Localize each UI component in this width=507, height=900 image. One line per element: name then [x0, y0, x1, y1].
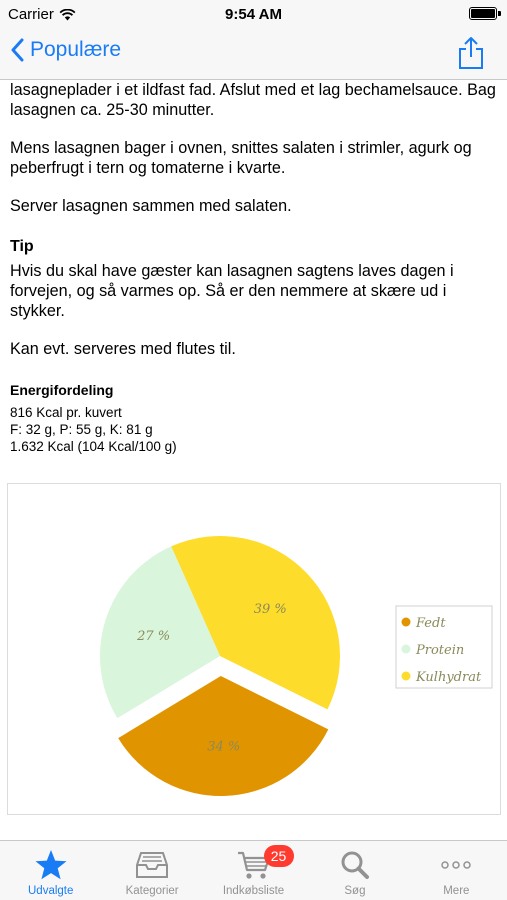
- tab-sog[interactable]: Søg: [304, 841, 405, 900]
- tip-heading: Tip: [10, 238, 34, 255]
- search-icon: [337, 848, 373, 882]
- legend-marker-protein: [401, 644, 411, 654]
- tab-label: Udvalgte: [28, 885, 74, 897]
- more-dots-icon: [438, 848, 474, 882]
- legend-marker-kulhydrat: [401, 671, 411, 681]
- tab-label: Kategorier: [125, 885, 179, 897]
- energy-kcal-per-serving: 816 Kcal pr. kuvert: [10, 405, 122, 420]
- tip-paragraph-2: Kan evt. serveres med flutes til.: [10, 340, 236, 358]
- pie-slice-fedt: [118, 675, 329, 796]
- legend-marker-fedt: [401, 617, 411, 627]
- energy-total: 1.632 Kcal (104 Kcal/100 g): [10, 439, 177, 454]
- energy-info: 816 Kcal pr. kuvert F: 32 g, P: 55 g, K:…: [10, 404, 497, 455]
- pie-slice-protein: [100, 546, 220, 719]
- legend-label-protein: Protein: [415, 643, 464, 658]
- tab-label: Indkøbsliste: [222, 885, 285, 897]
- pie-label-protein: 27 %: [136, 629, 170, 644]
- back-button[interactable]: Populære: [10, 38, 121, 62]
- pie-label-fedt: 34 %: [207, 740, 240, 755]
- tab-label: Mere: [443, 885, 470, 897]
- status-bar: Carrier 9:54 AM: [0, 0, 507, 28]
- battery-icon: [469, 7, 501, 20]
- instruction-paragraph-2: Mens lasagnen bager i ovnen, snittes sal…: [10, 139, 472, 177]
- pie-label-kulhydrat: 39 %: [254, 602, 287, 617]
- tip-paragraph-1: Hvis du skal have gæster kan lasagnen sa…: [10, 262, 454, 320]
- tab-udvalgte[interactable]: Udvalgte: [0, 841, 101, 900]
- instruction-paragraph-1: lasagneplader i et ildfast fad. Afslut m…: [10, 81, 496, 119]
- inbox-tray-icon: [134, 848, 170, 882]
- navigation-bar: Populære: [0, 28, 507, 80]
- energy-pie-chart: 39 % 34 % 27 % Fedt Protein Kulhydrat: [7, 483, 501, 815]
- pie-slice-kulhydrat: [171, 536, 341, 710]
- carrier-info: Carrier: [8, 6, 76, 23]
- tab-bar: Udvalgte Kategorier 25 Indkøbsliste: [0, 840, 507, 900]
- shopping-list-badge: 25: [263, 845, 294, 867]
- share-icon[interactable]: [457, 36, 485, 70]
- legend-label-fedt: Fedt: [415, 616, 446, 631]
- carrier-label: Carrier: [8, 6, 54, 23]
- tab-kategorier[interactable]: Kategorier: [101, 841, 202, 900]
- chevron-left-icon: [11, 38, 24, 62]
- wifi-icon: [59, 8, 76, 20]
- star-icon: [33, 848, 69, 882]
- back-button-label: Populære: [30, 38, 122, 61]
- tab-label: Søg: [344, 885, 366, 897]
- tab-mere[interactable]: Mere: [406, 841, 507, 900]
- legend-label-kulhydrat: Kulhydrat: [415, 670, 482, 685]
- instruction-paragraph-3: Server lasagnen sammen med salaten.: [10, 197, 292, 215]
- clock: 9:54 AM: [225, 6, 282, 23]
- pie-chart-svg: 39 % 34 % 27 % Fedt Protein Kulhydrat: [100, 536, 493, 796]
- legend-box: [395, 605, 493, 689]
- energy-macros: F: 32 g, P: 55 g, K: 81 g: [10, 422, 153, 437]
- recipe-content[interactable]: lasagneplader i et ildfast fad. Afslut m…: [0, 80, 507, 840]
- energy-heading: Energifordeling: [10, 382, 114, 398]
- tab-indkobsliste[interactable]: 25 Indkøbsliste: [203, 841, 304, 900]
